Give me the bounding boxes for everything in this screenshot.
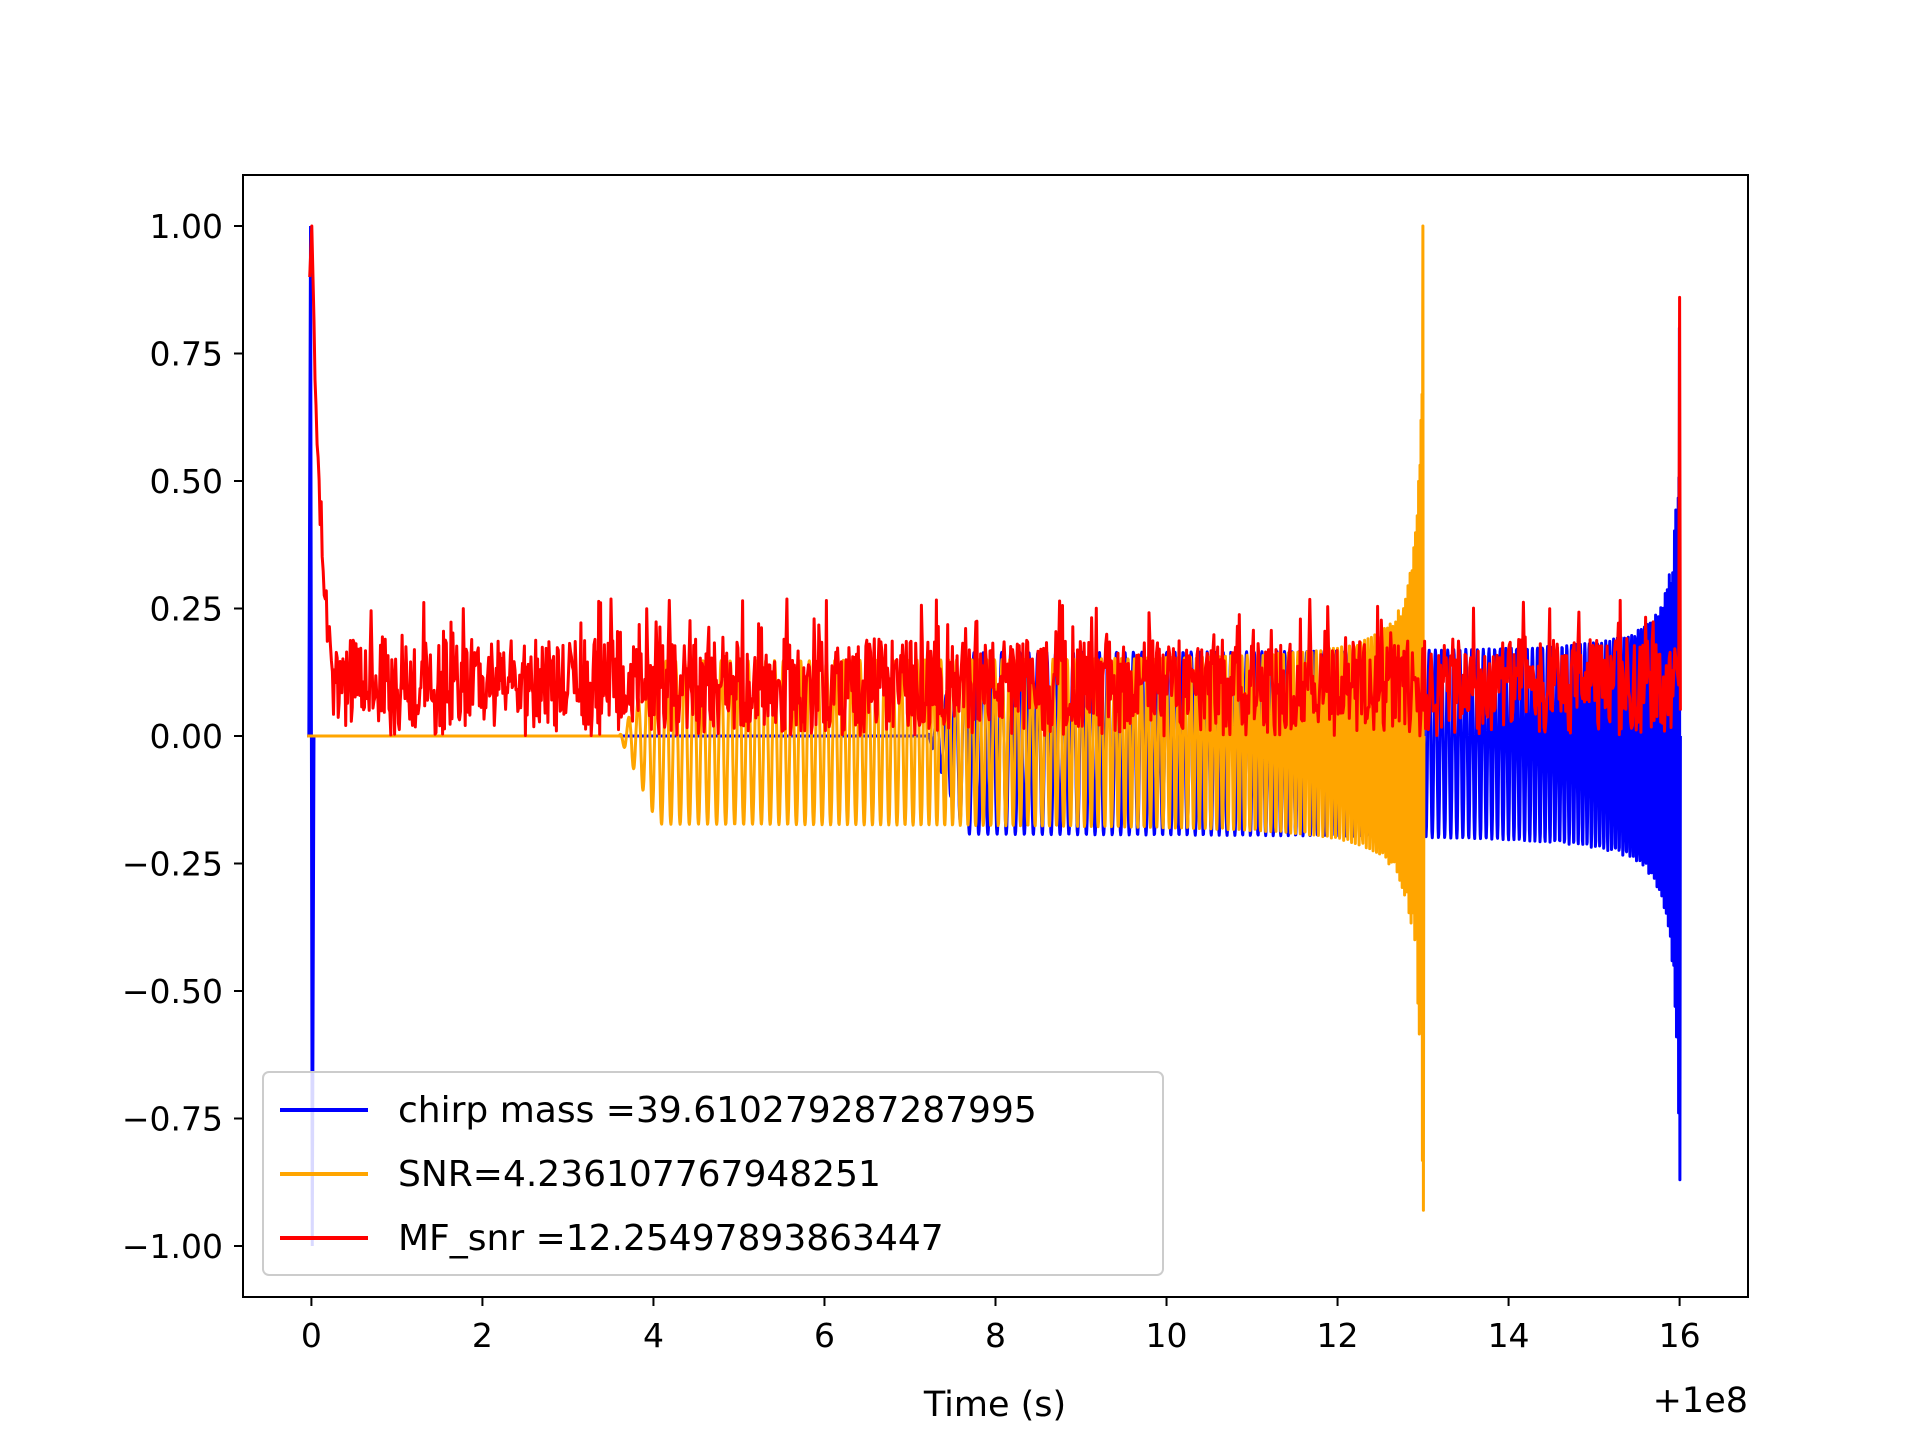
y-tick-label: 0.00 [150,717,223,756]
y-tick-label: −0.50 [122,972,223,1011]
x-tick-label: 14 [1488,1316,1530,1355]
x-axis: 0 2 4 6 8 10 12 14 16 [301,1297,1701,1355]
legend-entry: SNR=4.236107767948251 [398,1154,881,1195]
x-tick-label: 2 [472,1316,493,1355]
series-line-1 [307,224,1426,1212]
y-tick-label: 0.75 [150,335,223,374]
legend: chirp mass =39.610279287287995 SNR=4.2361… [262,1071,1164,1276]
y-tick-label: 1.00 [150,207,223,246]
y-tick-label: 0.50 [150,462,223,501]
x-axis-label: Time (s) [923,1385,1066,1425]
y-axis: −1.00 −0.75 −0.50 −0.25 0.00 0.25 0.50 0.75 1.00 [122,207,243,1266]
x-tick-label: 0 [301,1316,322,1355]
x-tick-label: 6 [814,1316,835,1355]
x-tick-label: 12 [1317,1316,1359,1355]
series-line-2 [308,224,1682,738]
legend-entry: chirp mass =39.610279287287995 [398,1090,1037,1131]
x-tick-label: 8 [985,1316,1006,1355]
series-layer [307,224,1682,1247]
y-tick-label: −0.25 [122,845,223,884]
y-tick-label: 0.25 [150,590,223,629]
x-tick-label: 10 [1146,1316,1188,1355]
y-tick-label: −1.00 [122,1227,223,1266]
x-axis-offset: +1e8 [1653,1381,1748,1421]
legend-entry: MF_snr =12.25497893863447 [398,1218,944,1259]
y-tick-label: −0.75 [122,1100,223,1139]
legend-box [262,1071,1164,1276]
x-tick-label: 16 [1659,1316,1701,1355]
x-tick-label: 4 [643,1316,664,1355]
